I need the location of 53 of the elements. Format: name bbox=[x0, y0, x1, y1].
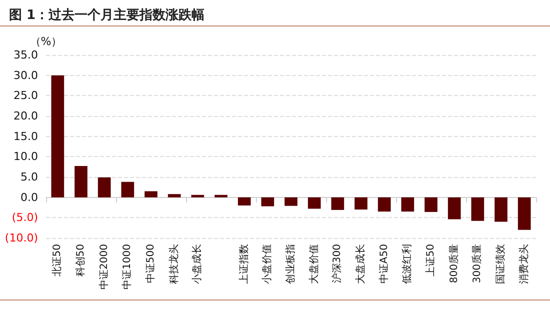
y-tick-label: 30.0 bbox=[14, 68, 38, 82]
bar bbox=[74, 166, 88, 198]
y-tick-label: (5.0) bbox=[12, 211, 38, 224]
y-tick-label: 0.0 bbox=[20, 190, 38, 204]
x-tick-label: 科创50 bbox=[74, 244, 86, 277]
x-tick-label: 沪深300 bbox=[331, 244, 344, 284]
bar bbox=[261, 197, 274, 206]
bar bbox=[471, 197, 484, 221]
x-tick-label: 小盘价值 bbox=[261, 244, 274, 284]
bar bbox=[424, 197, 438, 212]
bar bbox=[121, 182, 134, 198]
bar bbox=[214, 194, 228, 198]
y-tick-label: 35.0 bbox=[14, 48, 38, 62]
x-tick-label: 北证50 bbox=[51, 244, 64, 277]
x-tick-label: 800质量 bbox=[448, 244, 460, 284]
x-tick-label: 中证500 bbox=[144, 244, 156, 284]
bar bbox=[518, 197, 531, 230]
x-tick-label: 科技龙头 bbox=[168, 244, 180, 284]
x-tick-label: 大盘成长 bbox=[354, 244, 366, 284]
x-tick-label: 中证1000 bbox=[121, 244, 134, 290]
bar bbox=[378, 197, 391, 212]
x-tick-label: 低波红利 bbox=[401, 244, 414, 284]
x-tick-label: 国证绩效 bbox=[494, 244, 506, 284]
x-tick-label: 中证2000 bbox=[98, 244, 110, 290]
bar bbox=[168, 194, 181, 198]
bar bbox=[448, 197, 461, 220]
x-tick-label: 创业板指 bbox=[284, 244, 296, 284]
bar bbox=[401, 197, 414, 212]
bar bbox=[51, 75, 64, 198]
y-tick-label: (10.0) bbox=[4, 232, 38, 244]
y-tick-label: 15.0 bbox=[14, 130, 38, 143]
bar bbox=[98, 177, 111, 198]
x-tick-label: 大盘价值 bbox=[308, 244, 320, 284]
bar bbox=[144, 191, 158, 198]
x-tick-label: 消费龙头 bbox=[518, 244, 530, 284]
y-tick-label: 20.0 bbox=[14, 110, 38, 122]
y-axis-title: （%） bbox=[30, 35, 62, 48]
x-tick-label: 300质量 bbox=[471, 244, 484, 284]
bar bbox=[308, 197, 321, 209]
y-tick-label: 10.0 bbox=[14, 150, 38, 164]
bar bbox=[238, 197, 251, 206]
x-tick-label: 上证指数 bbox=[238, 244, 250, 284]
y-tick-label: 25.0 bbox=[14, 89, 38, 102]
chart-title: 图 1：过去一个月主要指数涨跌幅 bbox=[9, 7, 205, 23]
bar bbox=[354, 197, 368, 210]
bar bbox=[331, 197, 344, 210]
bar bbox=[284, 197, 298, 206]
x-tick-label: 小盘成长 bbox=[191, 244, 204, 284]
bar bbox=[191, 194, 204, 198]
x-tick-label: 中证A50 bbox=[378, 244, 390, 284]
x-tick-label: 上证50 bbox=[424, 244, 436, 277]
bar bbox=[494, 197, 508, 222]
y-tick-label: 5.0 bbox=[20, 170, 38, 184]
